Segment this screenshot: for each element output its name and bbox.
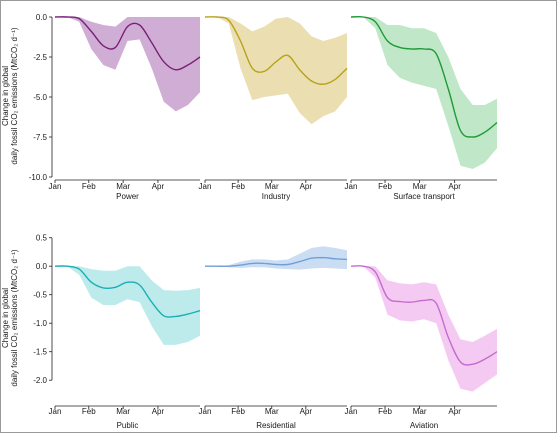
mean-line-public — [54, 265, 201, 318]
uncertainty-band-residential — [205, 246, 347, 270]
y-axis-label-line1: Change in global — [1, 66, 10, 126]
y-tick-label-public: 0.0 — [36, 262, 48, 271]
mean-line-aviation — [350, 265, 498, 366]
x-tick-label-surface-transport: Mar — [413, 182, 427, 191]
mean-line-power — [54, 16, 201, 71]
uncertainty-band-power — [55, 17, 200, 112]
mean-line-residential — [205, 256, 348, 267]
y-tick-label-public: -1.0 — [33, 319, 47, 328]
x-tick-label-aviation: Apr — [448, 407, 461, 416]
x-tick-label-public: Mar — [116, 407, 130, 416]
y-tick-label-power: -5.0 — [33, 93, 47, 102]
x-tick-label-industry: Apr — [300, 182, 313, 191]
x-tick-label-surface-transport: Apr — [448, 182, 461, 191]
x-tick-label-public: Apr — [152, 407, 165, 416]
y-tick-label-power: -10.0 — [29, 173, 48, 182]
panel-label-industry: Industry — [262, 192, 290, 201]
uncertainty-band-aviation — [351, 266, 497, 392]
uncertainty-band-surface-transport — [351, 17, 497, 169]
x-tick-label-surface-transport: Feb — [378, 182, 392, 191]
y-tick-label-power: -2.5 — [33, 53, 47, 62]
x-tick-label-aviation: Feb — [378, 407, 392, 416]
uncertainty-band-industry — [205, 17, 347, 125]
x-tick-label-public: Jan — [49, 407, 62, 416]
y-tick-label-power: -7.5 — [33, 133, 47, 142]
panel-label-power: Power — [116, 192, 139, 201]
x-tick-label-power: Jan — [49, 182, 62, 191]
y-axis-label-line1: Change in global — [1, 288, 10, 348]
y-axis-label-line2: daily fossil CO₂ emissions (MtCO₂ d⁻¹) — [10, 249, 19, 386]
y-tick-label-power: 0.0 — [36, 13, 48, 22]
y-tick-label-public: -2.0 — [33, 376, 47, 385]
x-tick-label-industry: Feb — [231, 182, 245, 191]
panel-label-surface-transport: Surface transport — [393, 192, 455, 201]
x-tick-label-residential: Mar — [265, 407, 279, 416]
x-tick-label-industry: Jan — [199, 182, 212, 191]
uncertainty-band-public — [55, 266, 200, 345]
x-tick-label-public: Feb — [82, 407, 96, 416]
panel-label-public: Public — [117, 421, 139, 430]
x-tick-label-residential: Jan — [199, 407, 212, 416]
mean-line-surface-transport — [350, 15, 498, 138]
panel-label-aviation: Aviation — [410, 421, 438, 430]
x-tick-label-residential: Feb — [231, 407, 245, 416]
x-tick-label-power: Mar — [116, 182, 130, 191]
y-tick-label-public: -1.5 — [33, 348, 47, 357]
mean-line-industry — [204, 16, 348, 85]
x-tick-label-aviation: Mar — [413, 407, 427, 416]
x-tick-label-power: Apr — [152, 182, 165, 191]
y-tick-label-public: -0.5 — [33, 291, 47, 300]
x-tick-label-power: Feb — [82, 182, 96, 191]
x-tick-label-industry: Mar — [265, 182, 279, 191]
x-tick-label-residential: Apr — [300, 407, 313, 416]
y-axis-label-line2: daily fossil CO₂ emissions (MtCO₂ d⁻¹) — [10, 27, 19, 164]
y-tick-label-public: 0.5 — [36, 234, 48, 243]
x-tick-label-surface-transport: Jan — [345, 182, 358, 191]
panel-label-residential: Residential — [256, 421, 296, 430]
x-tick-label-aviation: Jan — [345, 407, 358, 416]
